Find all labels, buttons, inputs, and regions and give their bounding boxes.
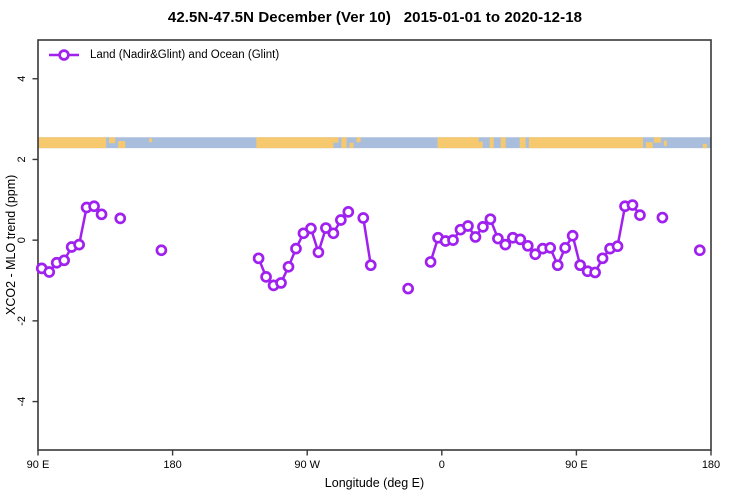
data-point — [626, 199, 639, 211]
data-point — [88, 200, 100, 213]
map-strip-land — [500, 137, 506, 149]
x-tick-label: 0 — [439, 459, 445, 471]
data-point — [260, 271, 272, 283]
data-point — [73, 238, 85, 251]
map-strip-land — [356, 137, 361, 143]
map-strip-land — [341, 137, 347, 149]
y-tick-label: -2 — [16, 316, 28, 326]
data-point — [499, 238, 512, 251]
map-strip-land — [702, 143, 707, 149]
plot-box — [37, 39, 712, 451]
map-strip-land — [645, 142, 653, 149]
data-line — [257, 210, 350, 287]
map-strip-ocean — [38, 137, 711, 149]
map-strip-land — [437, 137, 479, 149]
x-tick-label: 90 E — [565, 459, 588, 471]
y-tick-label: -4 — [16, 397, 28, 407]
map-strip-land — [333, 137, 339, 143]
data-point — [114, 212, 127, 225]
data-point — [656, 211, 669, 224]
data-point — [252, 252, 265, 265]
y-axis-label: XCO2 - MLO trend (ppm) — [4, 174, 18, 316]
y-tick-label: 2 — [16, 156, 28, 162]
map-strip-land — [528, 137, 643, 149]
map-strip-land — [663, 140, 667, 146]
data-point — [364, 259, 377, 272]
map-strip-land — [118, 141, 126, 149]
map-strip-land — [38, 137, 107, 149]
data-point — [327, 227, 340, 240]
data-point — [559, 241, 572, 254]
data-point — [693, 244, 706, 257]
x-axis-label: Longitude (deg E) — [324, 476, 425, 490]
data-point — [634, 209, 646, 221]
data-line — [40, 205, 103, 274]
map-strip-land — [109, 137, 116, 144]
data-point — [290, 242, 302, 255]
data-line — [429, 203, 642, 274]
data-point — [566, 229, 579, 242]
data-point — [589, 266, 601, 279]
data-point — [469, 231, 482, 243]
x-tick-label: 180 — [163, 459, 181, 471]
data-point — [611, 240, 624, 253]
map-strip-land — [519, 137, 526, 149]
data-point — [492, 232, 504, 245]
data-point — [514, 233, 527, 246]
data-point — [43, 266, 56, 278]
legend-label: Land (Nadir&Glint) and Ocean (Glint) — [90, 49, 280, 61]
data-point — [529, 248, 542, 261]
x-tick-label: 180 — [702, 459, 720, 471]
data-point — [551, 259, 564, 272]
data-point — [484, 213, 497, 226]
map-strip-land — [478, 141, 483, 149]
data-point — [424, 256, 437, 268]
x-tick-label: 90 E — [27, 459, 50, 471]
chart-title: 42.5N-47.5N December (Ver 10) 2015-01-01… — [167, 9, 583, 26]
legend-marker-icon — [49, 49, 79, 61]
data-point — [342, 206, 355, 218]
y-tick-label: 0 — [16, 237, 28, 243]
data-point — [596, 252, 609, 265]
data-point — [275, 277, 287, 289]
data-point — [447, 234, 459, 247]
data-point — [402, 282, 414, 295]
map-strip-land — [149, 138, 153, 143]
data-point — [305, 222, 317, 235]
data-point — [544, 241, 557, 254]
data-point — [282, 260, 295, 273]
data-point — [312, 246, 325, 259]
map-strip-land — [256, 137, 334, 149]
data-point — [521, 239, 534, 252]
data-point — [320, 222, 332, 234]
map-strip-land — [349, 142, 354, 149]
map-strip-land — [653, 137, 661, 143]
data-point — [574, 259, 586, 272]
y-tick-label: 4 — [16, 76, 28, 82]
x-tick-label: 90 W — [294, 459, 320, 471]
data-line — [362, 216, 373, 267]
data-point — [335, 214, 347, 226]
data-point — [155, 244, 168, 257]
legend: Land (Nadir&Glint) and Ocean (Glint) — [47, 48, 279, 62]
data-point — [357, 212, 370, 224]
data-point — [462, 220, 474, 232]
data-point — [477, 220, 489, 233]
data-point — [58, 254, 71, 267]
data-point — [95, 208, 108, 221]
map-strip-land — [489, 137, 494, 149]
